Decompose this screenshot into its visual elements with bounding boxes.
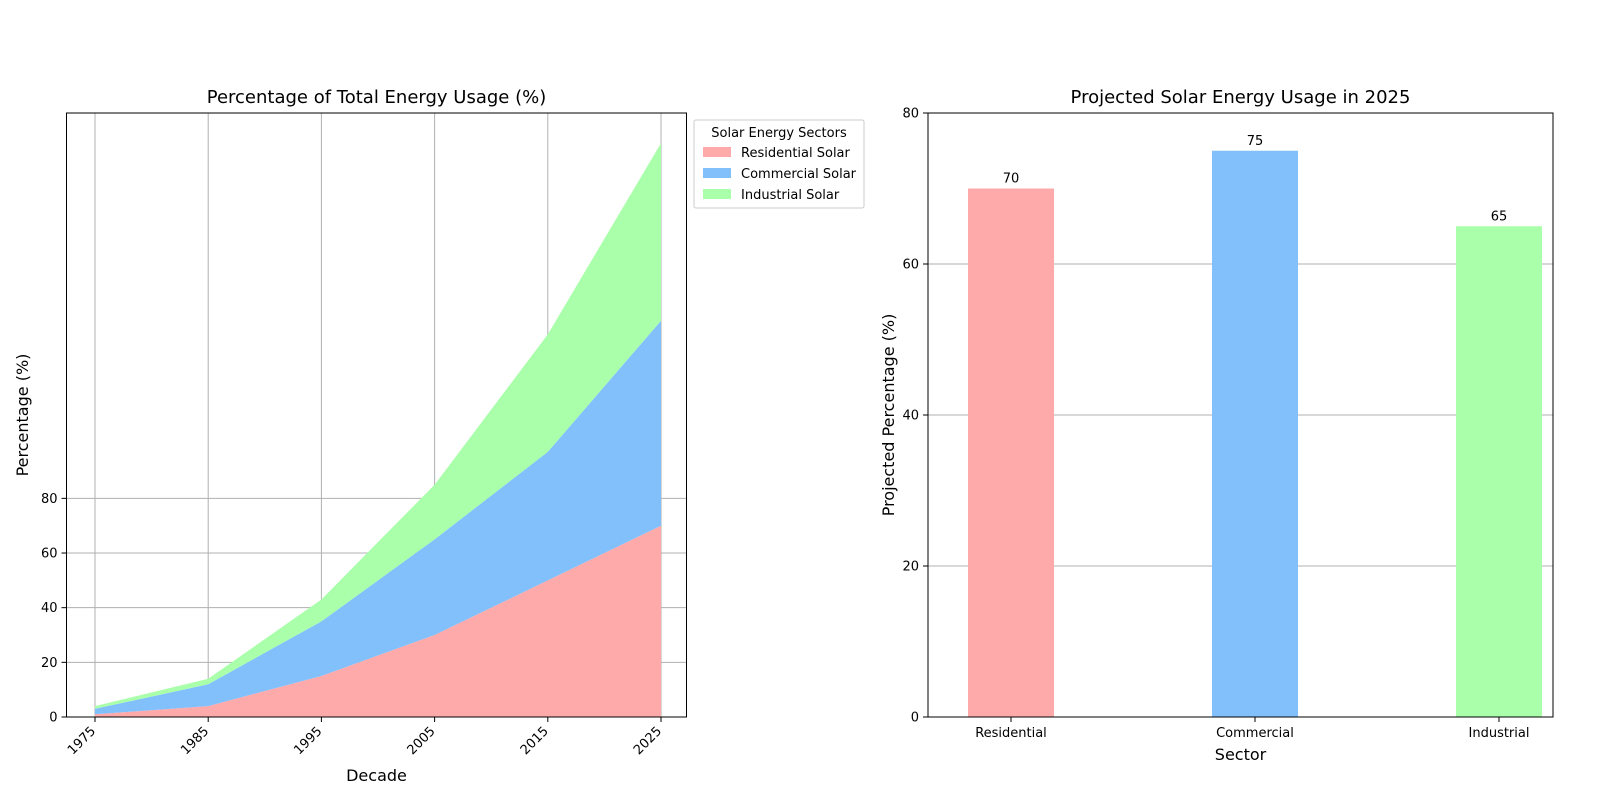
y-tick-label: 0 (49, 711, 57, 726)
legend-box (693, 119, 865, 209)
area-chart-x-ticks: 1975 1985 1995 2005 2015 2025 (65, 717, 665, 758)
bar-chart: Projected Solar Energy Usage in 2025 0 20… (879, 87, 1554, 764)
stacked-area-chart: Percentage of Total Energy Usage (%) 0 20… (13, 87, 865, 785)
x-tick-label: 1995 (291, 724, 325, 758)
legend-swatch (703, 189, 731, 199)
y-tick-label: 20 (41, 656, 58, 671)
legend-swatch (703, 168, 731, 178)
legend-swatch (703, 147, 731, 157)
y-tick-label: 0 (911, 711, 919, 726)
bar-data-label: 65 (1491, 209, 1508, 224)
legend-title: Solar Energy Sectors (711, 126, 847, 141)
legend-entries: Residential Solar Commercial Solar Industr… (703, 146, 857, 203)
x-tick-label: Commercial (1216, 726, 1294, 741)
bar-chart-title: Projected Solar Energy Usage in 2025 (1071, 87, 1411, 108)
x-tick-label: Residential (975, 726, 1047, 741)
y-tick-label: 20 (902, 560, 919, 575)
legend-label: Residential Solar (741, 146, 851, 161)
y-tick-label: 40 (902, 409, 919, 424)
y-tick-label: 60 (902, 258, 919, 273)
x-tick-label: 2005 (405, 724, 439, 758)
bar-industrial (1456, 226, 1542, 717)
area-series-commercial-solar (95, 320, 661, 715)
area-chart-legend: Solar Energy Sectors Residential Solar Co… (693, 119, 865, 209)
y-tick-label: 40 (41, 601, 58, 616)
legend-label: Industrial Solar (741, 188, 840, 203)
x-tick-label: 1985 (178, 724, 212, 758)
area-series-residential-solar (95, 525, 661, 717)
area-chart-series (95, 143, 661, 717)
area-chart-y-axis-label: Percentage (%) (13, 354, 32, 477)
bar-chart-x-axis-label: Sector (1215, 745, 1267, 764)
x-tick-label: 1975 (65, 724, 99, 758)
bar-data-label: 75 (1247, 134, 1264, 149)
x-tick-label: Industrial (1469, 726, 1530, 741)
bar-chart-y-ticks: 0 20 40 60 80 (902, 107, 928, 726)
bar-chart-x-ticks: Residential Commercial Industrial (975, 717, 1529, 741)
area-chart-frame (66, 112, 687, 718)
area-chart-y-ticks: 0 20 40 60 80 (41, 492, 67, 726)
bar-chart-y-axis-label: Projected Percentage (%) (879, 314, 898, 517)
y-tick-label: 80 (902, 107, 919, 122)
area-series-industrial-solar (95, 143, 661, 709)
bar-chart-data-labels: 70 75 65 (1003, 134, 1508, 225)
y-tick-label: 60 (41, 547, 58, 562)
x-tick-label: 2025 (631, 724, 665, 758)
area-chart-title: Percentage of Total Energy Usage (%) (207, 87, 547, 108)
legend-label: Commercial Solar (741, 167, 857, 182)
bar-residential (968, 188, 1054, 717)
y-tick-label: 80 (41, 492, 58, 507)
bar-chart-bars (968, 150, 1542, 717)
area-chart-x-axis-label: Decade (346, 766, 407, 785)
x-tick-label: 2015 (518, 724, 552, 758)
bar-commercial (1212, 150, 1298, 717)
bar-data-label: 70 (1003, 172, 1020, 187)
